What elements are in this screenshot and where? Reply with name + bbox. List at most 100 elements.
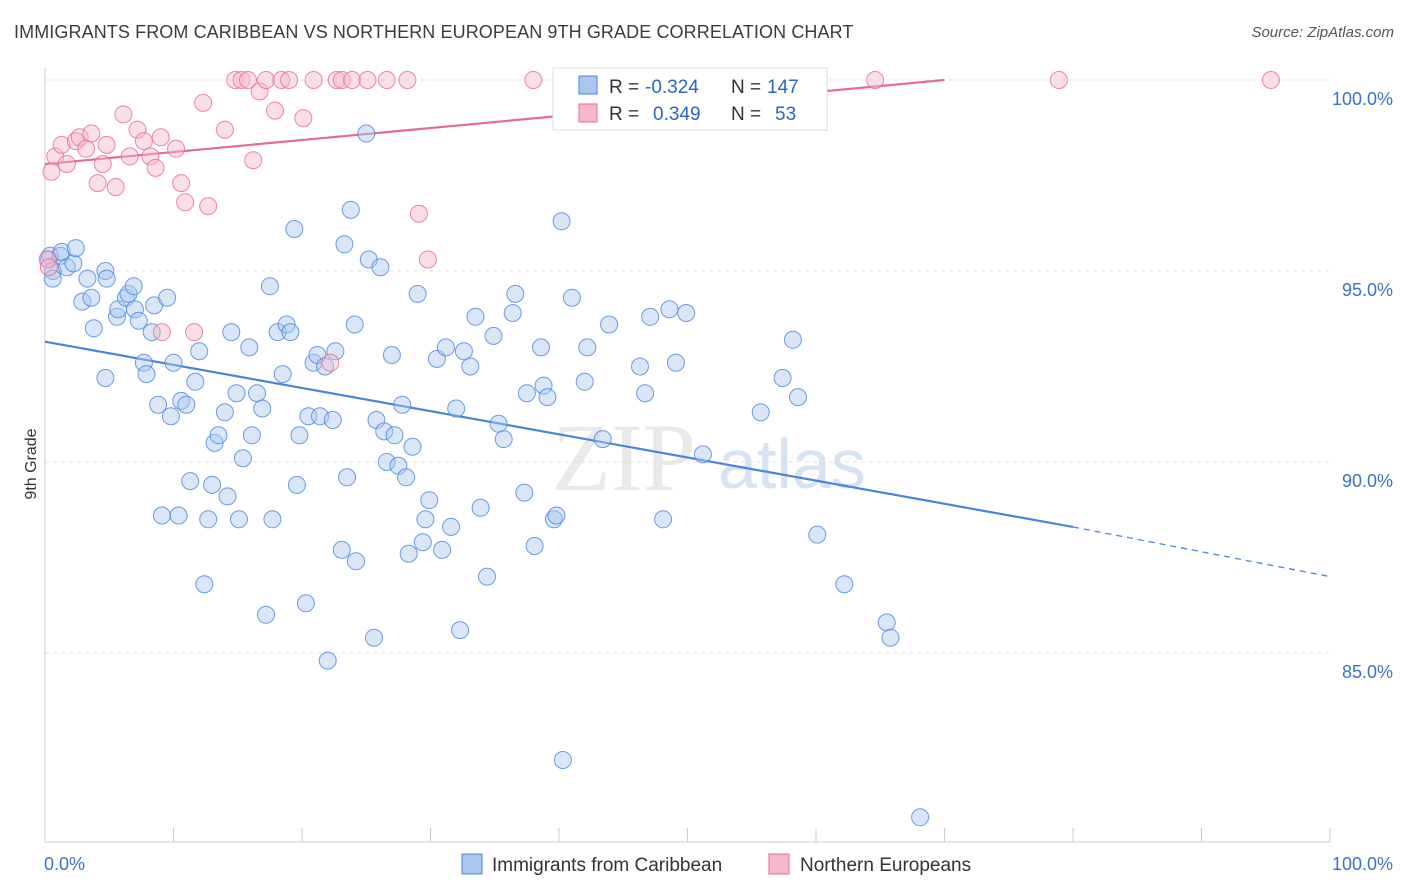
caribbean-point-63 [296,594,315,613]
caribbean-point-13 [96,262,115,280]
northern-point-34 [266,101,284,120]
caribbean-point-42 [209,426,228,445]
caribbean-point-141 [835,575,854,594]
caribbean-point-50 [242,426,261,445]
northern-point-54 [152,323,171,342]
caribbean-point-10 [78,269,97,288]
caribbean-point-114 [525,537,544,555]
caribbean-point-70 [323,411,342,429]
northern-point-16 [128,120,147,139]
northern-point-17 [134,132,153,151]
caribbean-point-132 [666,353,685,372]
caribbean-point-95 [420,491,439,510]
caribbean-point-3 [43,269,62,288]
y-axis-label: 9th Grade [23,428,40,499]
caribbean-point-29 [158,288,177,307]
caribbean-point-32 [169,506,188,525]
caribbean-point-85 [382,346,401,364]
x-tick-label-max: 100.0% [1332,854,1393,874]
northern-point-22 [172,174,191,193]
caribbean-point-133 [677,304,696,322]
caribbean-point-47 [230,510,248,529]
y-tick-label-2: 95.0% [1342,280,1393,300]
caribbean-point-44 [218,487,237,506]
caribbean-point-22 [129,311,148,330]
caribbean-point-106 [478,567,496,586]
y-tick-label-0: 85.0% [1342,662,1393,682]
northern-point-2 [42,162,61,181]
series-legend: Immigrants from Caribbean Northern Europ… [461,853,971,876]
data-points [38,71,1280,827]
caribbean-point-21 [125,300,144,319]
caribbean-point-134 [693,445,712,464]
caribbean-point-137 [773,369,792,387]
axes [44,68,1331,843]
caribbean-point-88 [393,395,412,414]
caribbean-point-127 [631,357,649,376]
northern-point-39 [321,353,340,372]
northern-point-19 [146,158,165,177]
caribbean-point-16 [108,307,126,326]
legend-swatch-blue [578,75,598,95]
caribbean-point-125 [593,430,612,449]
caribbean-point-140 [808,525,827,544]
northern-point-28 [226,71,245,89]
northern-point-40 [327,71,346,89]
caribbean-point-72 [332,540,351,559]
stats-legend: R = -0.324 N = 147 R = 0.349 N = 53 [552,67,828,131]
legend-n-value-blue: 147 [767,77,799,98]
caribbean-point-54 [260,277,279,296]
caribbean-point-121 [553,751,572,769]
caribbean-point-112 [515,483,534,502]
caribbean-point-86 [385,426,404,445]
series-legend-label-caribbean: Immigrants from Caribbean [492,855,722,876]
legend-n-label-blue: N = [731,77,761,98]
caribbean-point-8 [66,239,85,258]
caribbean-point-107 [484,326,503,345]
caribbean-point-38 [195,575,214,594]
caribbean-point-60 [285,220,304,238]
caribbean-point-45 [222,323,241,342]
y-tick-label-1: 90.0% [1342,471,1393,491]
caribbean-point-103 [461,357,480,376]
caribbean-point-59 [281,323,300,342]
watermark-zip: ZIP [552,404,696,511]
caribbean-point-56 [268,323,287,342]
legend-swatch-pink [578,103,598,123]
legend-r-value-pink: 0.349 [653,104,701,125]
caribbean-point-27 [149,395,168,414]
northern-point-1 [39,258,58,277]
northern-point-11 [93,155,112,173]
caribbean-point-139 [789,388,807,407]
caribbean-point-7 [64,254,83,273]
caribbean-point-122 [562,288,581,307]
legend-n-label-pink: N = [731,104,761,125]
caribbean-point-75 [341,200,360,219]
caribbean-point-143 [881,628,900,647]
caribbean-point-90 [399,544,418,563]
northern-point-27 [215,120,234,139]
caribbean-point-78 [357,124,376,143]
caribbean-point-9 [73,292,92,311]
caribbean-point-39 [199,510,218,529]
northern-point-47 [418,250,437,269]
northern-point-46 [409,204,428,223]
caribbean-point-100 [447,399,466,418]
northern-point-31 [244,151,263,170]
northern-point-41 [332,71,351,89]
northern-point-43 [358,71,377,89]
series-legend-swatch-caribbean [461,853,483,875]
northern-point-42 [343,71,362,89]
northern-point-35 [272,71,291,89]
caribbean-point-71 [326,342,345,361]
caribbean-point-115 [532,338,550,357]
northern-point-15 [120,147,139,166]
northern-point-10 [88,174,107,193]
caribbean-point-131 [660,300,679,319]
caribbean-point-89 [397,468,416,487]
caribbean-point-24 [137,365,156,384]
caribbean-point-124 [578,338,597,357]
caribbean-point-126 [600,315,619,334]
caribbean-point-12 [84,319,103,338]
northern-point-23 [176,193,195,212]
